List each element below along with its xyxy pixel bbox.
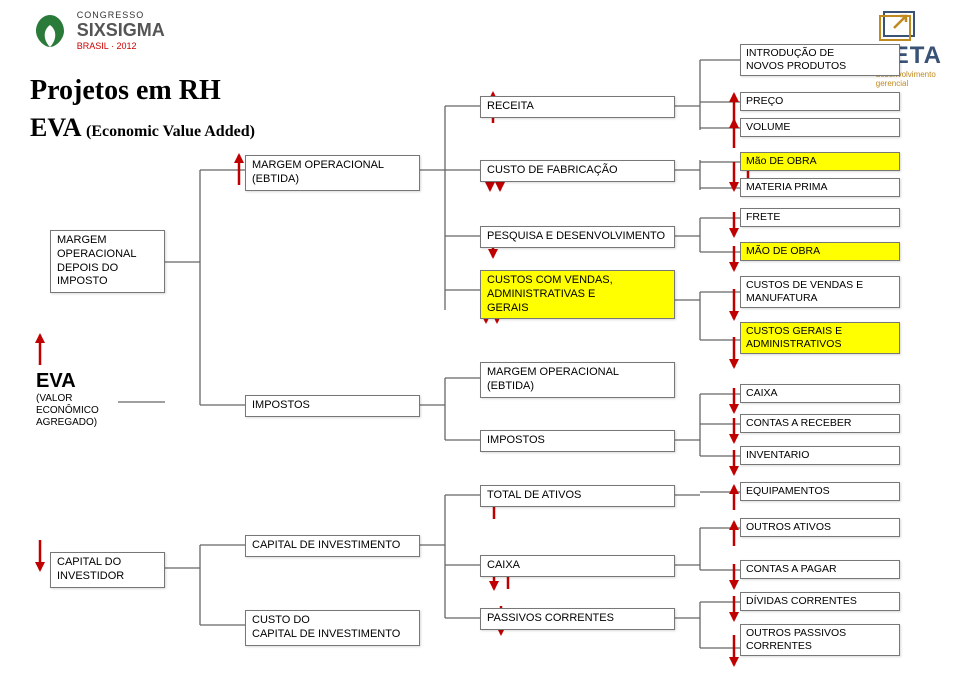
node-capital-investimento: CAPITAL DE INVESTIMENTO xyxy=(245,535,420,557)
node-custos-vendas-manuf: CUSTOS DE VENDAS EMANUFATURA xyxy=(740,276,900,308)
node-margem-op2: MARGEM OPERACIONAL(EBTIDA) xyxy=(480,362,675,398)
node-pesquisa-desenv: PESQUISA E DESENVOLVIMENTO xyxy=(480,226,675,248)
node-caixa2: CAIXA xyxy=(740,384,900,403)
node-eva-valor: EVA (VALORECONÔMICOAGREGADO) xyxy=(36,370,99,429)
node-contas-pagar: CONTAS A PAGAR xyxy=(740,560,900,579)
node-margem-op-depois: MARGEMOPERACIONALDEPOIS DOIMPOSTO xyxy=(50,230,165,293)
node-preco: PREÇO xyxy=(740,92,900,111)
logo-sixsigma: CONGRESSO SIXSIGMA BRASIL · 2012 xyxy=(30,10,165,51)
node-impostos: IMPOSTOS xyxy=(245,395,420,417)
node-caixa: CAIXA xyxy=(480,555,675,577)
eva-big: EVA xyxy=(36,370,99,393)
node-intro-produtos: INTRODUÇÃO DENOVOS PRODUTOS xyxy=(740,44,900,76)
node-outros-passivos: OUTROS PASSIVOSCORRENTES xyxy=(740,624,900,656)
node-passivos-correntes: PASSIVOS CORRENTES xyxy=(480,608,675,630)
node-dividas-correntes: DÍVIDAS CORRENTES xyxy=(740,592,900,611)
node-frete: FRETE xyxy=(740,208,900,227)
node-mao-obra-y: Mão DE OBRA xyxy=(740,152,900,171)
eva-sub: (VALORECONÔMICOAGREGADO) xyxy=(36,393,99,429)
node-materia-prima: MATERIA PRIMA xyxy=(740,178,900,197)
node-mao-obra2: MÃO DE OBRA xyxy=(740,242,900,261)
node-contas-receber: CONTAS A RECEBER xyxy=(740,414,900,433)
node-custo-capital: CUSTO DOCAPITAL DE INVESTIMENTO xyxy=(245,610,420,646)
logo-congresso-text: CONGRESSO xyxy=(77,10,165,20)
title-block: Projetos em RH EVA (Economic Value Added… xyxy=(30,75,255,143)
logo-seta-sub2: gerencial xyxy=(876,79,942,88)
node-receita: RECEITA xyxy=(480,96,675,118)
node-inventario: INVENTARIO xyxy=(740,446,900,465)
node-outros-ativos: OUTROS ATIVOS xyxy=(740,518,900,537)
page-title: Projetos em RH xyxy=(30,75,255,107)
node-custo-fabricacao: CUSTO DE FABRICAÇÃO xyxy=(480,160,675,182)
node-capital-investidor: CAPITAL DOINVESTIDOR xyxy=(50,552,165,588)
node-impostos2: IMPOSTOS xyxy=(480,430,675,452)
title-eva-long: (Economic Value Added) xyxy=(86,123,255,140)
logo-brasil-text: BRASIL · 2012 xyxy=(77,41,165,51)
node-volume: VOLUME xyxy=(740,118,900,137)
node-equipamentos: EQUIPAMENTOS xyxy=(740,482,900,501)
logo-sixsigma-text: SIXSIGMA xyxy=(77,20,165,41)
node-total-ativos: TOTAL DE ATIVOS xyxy=(480,485,675,507)
node-margem-op-ebtida: MARGEM OPERACIONAL(EBTIDA) xyxy=(245,155,420,191)
node-custos-gerais-adm: CUSTOS GERAIS EADMINISTRATIVOS xyxy=(740,322,900,354)
title-eva: EVA xyxy=(30,113,82,142)
node-custos-vendas-adm: CUSTOS COM VENDAS,ADMINISTRATIVAS EGERAI… xyxy=(480,270,675,319)
